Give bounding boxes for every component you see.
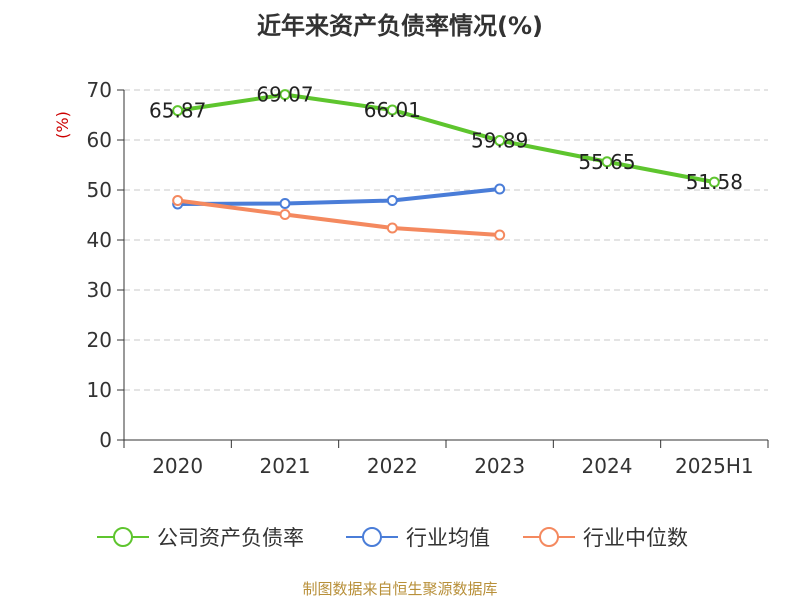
legend-item-industry-average[interactable]: 行业均值 xyxy=(346,520,490,554)
x-tick-label-2020: 2020 xyxy=(152,454,203,478)
legend-label-industry-average: 行业均值 xyxy=(406,526,490,550)
data-label-0-2: 66.01 xyxy=(364,98,421,122)
data-point-0-3 xyxy=(494,135,506,147)
data-point-0-1 xyxy=(279,89,291,101)
series-lines xyxy=(172,89,720,241)
series-line-2 xyxy=(175,198,502,237)
series-line-1 xyxy=(175,187,502,206)
x-tick-label-2025H1: 2025H1 xyxy=(675,454,754,478)
x-tick-label-2024: 2024 xyxy=(582,454,633,478)
y-tick-labels: 0 10 20 30 40 50 60 70 xyxy=(87,78,112,452)
data-point-2-1 xyxy=(279,209,291,220)
y-tick-label-40: 40 xyxy=(87,228,112,252)
data-label-0-1: 69.07 xyxy=(256,83,313,107)
legend-marker-company xyxy=(97,527,149,547)
data-label-0-5: 51.58 xyxy=(686,170,743,194)
data-label-0-0: 65.87 xyxy=(149,99,206,123)
data-point-2-2 xyxy=(386,222,398,234)
y-tick-label-60: 60 xyxy=(87,128,112,152)
y-tick-label-70: 70 xyxy=(87,78,112,102)
series-line-0 xyxy=(175,92,717,185)
x-tick-label-2023: 2023 xyxy=(474,454,525,478)
legend-item-company[interactable]: 公司资产负债率 xyxy=(97,520,304,554)
legend-label-industry-median: 行业中位数 xyxy=(583,526,688,550)
grid-lines xyxy=(124,89,768,391)
data-point-0-0 xyxy=(172,105,184,117)
data-point-2-3 xyxy=(494,229,506,241)
data-point-1-3 xyxy=(494,183,506,195)
legend-item-industry-median[interactable]: 行业中位数 xyxy=(523,520,688,554)
data-point-0-5 xyxy=(708,176,720,188)
y-axis-label: (%) xyxy=(53,111,72,139)
legend-marker-industry-average xyxy=(346,527,398,547)
y-tick-label-50: 50 xyxy=(87,178,112,202)
data-point-1-2 xyxy=(386,195,398,206)
y-tick-label-30: 30 xyxy=(87,278,112,302)
data-labels: 65.87 69.07 66.01 59.89 55.65 51.58 xyxy=(149,83,743,194)
x-tick-label-2022: 2022 xyxy=(367,454,418,478)
data-point-1-1 xyxy=(279,198,291,209)
data-label-0-3: 59.89 xyxy=(471,129,528,153)
legend-marker-industry-median xyxy=(523,527,575,547)
data-point-0-4 xyxy=(601,156,613,168)
data-point-2-0 xyxy=(172,195,184,206)
axes xyxy=(117,89,769,448)
y-tick-label-10: 10 xyxy=(87,378,112,402)
data-label-0-4: 55.65 xyxy=(578,150,635,174)
x-tick-labels: 2020 2021 2022 2023 2024 2025H1 xyxy=(152,454,753,478)
data-source-note: 制图数据来自恒生聚源数据库 xyxy=(302,580,498,598)
legend: 公司资产负债率 行业均值 行业中位数 xyxy=(0,520,800,554)
x-tick-label-2021: 2021 xyxy=(260,454,311,478)
legend-label-company: 公司资产负债率 xyxy=(157,526,304,550)
chart-title: 近年来资产负债率情况(%) xyxy=(257,12,543,40)
data-point-0-2 xyxy=(386,104,398,116)
y-tick-label-0: 0 xyxy=(99,428,112,452)
y-tick-label-20: 20 xyxy=(87,328,112,352)
